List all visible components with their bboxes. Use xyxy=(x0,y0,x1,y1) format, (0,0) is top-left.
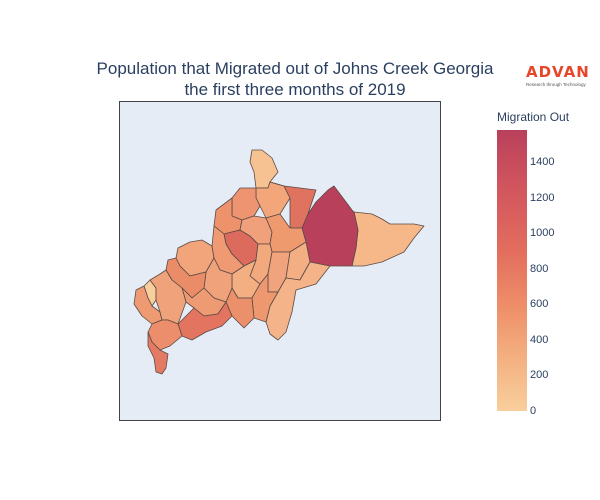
colorbar-gradient xyxy=(497,130,527,411)
title-line-1: Population that Migrated out of Johns Cr… xyxy=(96,59,494,78)
region-south-tail[interactable] xyxy=(147,331,169,375)
advan-logo: ADVAN Research through Technology xyxy=(526,63,596,88)
colorbar-tick-label: 1200 xyxy=(530,191,555,204)
region-north-cap[interactable] xyxy=(249,149,279,189)
colorbar-tick-label: 1000 xyxy=(530,227,555,240)
logo-tagline: Research through Technology xyxy=(526,82,586,87)
region-northwest-a[interactable] xyxy=(231,187,261,221)
region-west-b[interactable] xyxy=(211,225,245,275)
colorbar-tick-label: 600 xyxy=(530,298,549,311)
colorbar-title: Migration Out xyxy=(497,110,570,124)
map-area[interactable] xyxy=(119,101,441,421)
chart-title: Population that Migrated out of Johns Cr… xyxy=(0,58,590,100)
choropleth-map xyxy=(133,149,425,375)
colorbar-tick-label: 400 xyxy=(530,333,549,346)
colorbar-tick-label: 200 xyxy=(530,369,549,382)
colorbar-tick-label: 0 xyxy=(530,405,537,417)
title-line-2: the first three months of 2019 xyxy=(184,80,406,99)
region-east[interactable] xyxy=(351,211,425,267)
colorbar-tick-label: 800 xyxy=(530,262,549,275)
colorbar-tick-label: 1400 xyxy=(530,156,555,168)
region-north-red[interactable] xyxy=(269,181,317,229)
logo-name: ADVAN xyxy=(526,63,590,81)
